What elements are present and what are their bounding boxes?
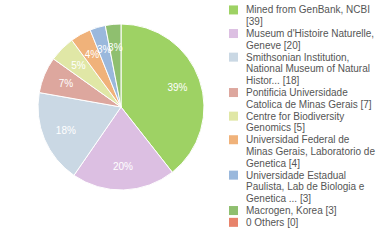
legend-label: Universidade EstadualPaulista, Lab de Bi… [246, 170, 365, 205]
legend-line: Geneve [20] [246, 40, 301, 51]
legend-label: Universidad Federal deMinas Gerais, Labo… [246, 134, 375, 169]
legend-line: Catolica de Minas Gerais [7] [246, 99, 372, 110]
pie-slice [121, 24, 122, 107]
legend-line: 0 Others [0] [246, 217, 298, 228]
legend-line: Centre for Biodiversity [246, 111, 344, 122]
legend-label: 0 Others [0] [246, 217, 298, 228]
data-labels: 39%20%18%7%5%4%3%3% [56, 42, 188, 172]
legend-line: Genetica [4] [246, 158, 300, 169]
legend-label: Mined from GenBank, NCBI[39] [246, 4, 370, 27]
pie-slice [105, 24, 121, 107]
chart: 39%20%18%7%5%4%3%3%Mined from GenBank, N… [0, 0, 380, 240]
legend-line: Pontificia Universidade [246, 87, 348, 98]
legend-line: Paulista, Lab de Biologia e [246, 181, 365, 192]
data-label: 18% [56, 125, 76, 136]
legend-line: Histor... [18] [246, 75, 300, 86]
legend-line: Minas Gerais, Laboratorio de [246, 146, 375, 157]
legend-swatch [229, 5, 238, 14]
legend-swatch [229, 112, 238, 121]
legend-label: Macrogen, Korea [3] [246, 205, 337, 216]
legend-label: Museum d'Histoire Naturelle,Geneve [20] [246, 28, 374, 51]
legend-swatch [229, 88, 238, 97]
legend: Mined from GenBank, NCBI[39]Museum d'His… [229, 4, 375, 227]
legend-line: Universidad Federal de [246, 134, 350, 145]
legend-label: Centre for BiodiversityGenomics [5] [246, 111, 344, 134]
legend-swatch [229, 218, 238, 227]
legend-line: Universidade Estadual [246, 170, 346, 181]
legend-label: Smithsonian Institution,National Museum … [246, 52, 370, 87]
legend-line: Genetica ... [3] [246, 193, 311, 204]
legend-swatch [229, 206, 238, 215]
legend-line: Macrogen, Korea [3] [246, 205, 337, 216]
legend-line: Mined from GenBank, NCBI [246, 4, 370, 15]
legend-line: Smithsonian Institution, [246, 52, 349, 63]
data-label: 3% [108, 42, 123, 53]
legend-line: National Museum of Natural [246, 63, 370, 74]
legend-label: Pontificia UniversidadeCatolica de Minas… [246, 87, 372, 110]
legend-swatch [229, 135, 238, 144]
legend-swatch [229, 29, 238, 38]
legend-line: Museum d'Histoire Naturelle, [246, 28, 374, 39]
data-label: 5% [71, 60, 86, 71]
pie [38, 24, 204, 190]
data-label: 7% [59, 78, 74, 89]
legend-swatch [229, 53, 238, 62]
legend-line: [39] [246, 16, 263, 27]
legend-swatch [229, 171, 238, 180]
legend-line: Genomics [5] [246, 122, 305, 133]
data-label: 39% [167, 82, 187, 93]
data-label: 20% [113, 161, 133, 172]
